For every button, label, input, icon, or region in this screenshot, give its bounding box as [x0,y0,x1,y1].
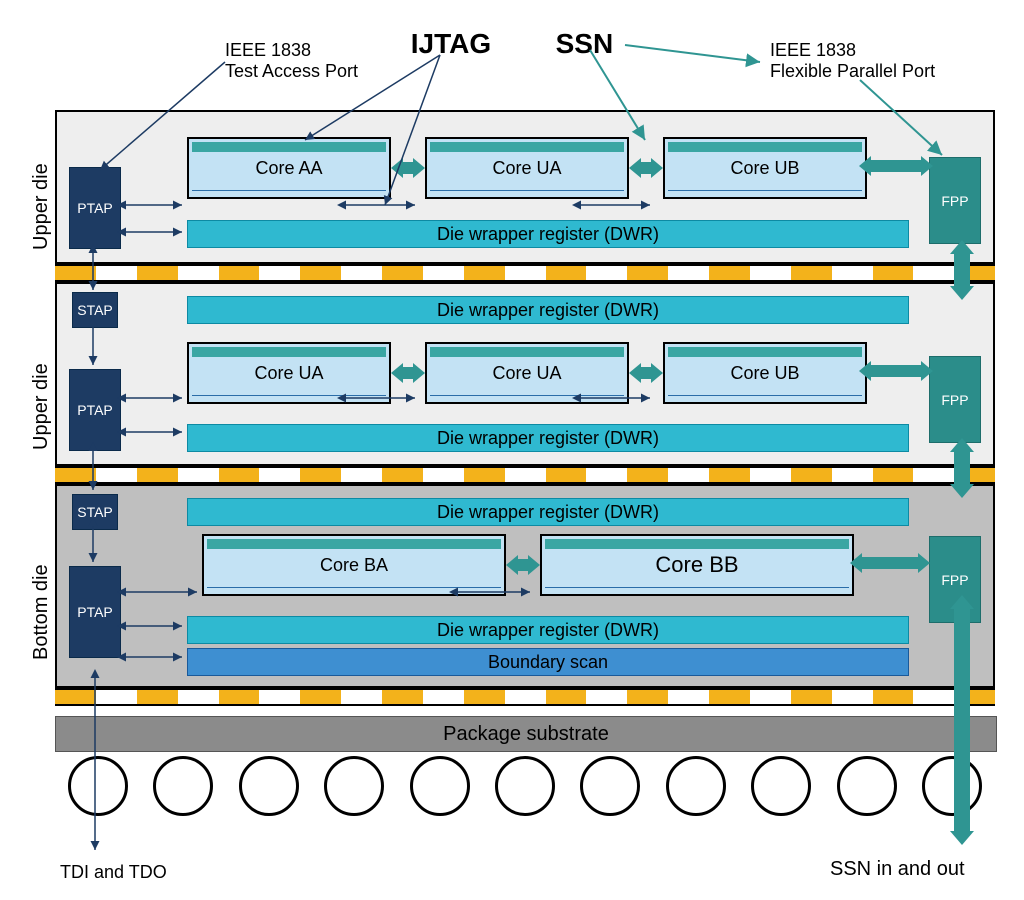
package-substrate: Package substrate [55,716,997,752]
core-ua: Core UA [187,342,391,404]
stap-block: STAP [72,292,118,328]
dwr-bar: Die wrapper register (DWR) [187,220,909,248]
ieee-tap-label: IEEE 1838 Test Access Port [225,40,358,82]
dwr-bar: Die wrapper register (DWR) [187,424,909,452]
ssn-label: SSN [556,28,614,59]
stap-block: STAP [72,494,118,530]
ijtag-label: IJTAG [411,28,491,59]
bump-row [55,264,995,282]
upper-die-2: STAP PTAP FPP Die wrapper register (DWR)… [55,282,995,466]
side-label-bottom: Bottom die [30,564,53,660]
ssn-arrow-mid2 [950,438,974,498]
ptap-block: PTAP [69,566,121,658]
core-ub: Core UB [663,342,867,404]
core-row: Core UA Core UA Core UB [187,342,867,404]
ssn-arrow-bottom [950,595,974,845]
core-row: Core BA Core BB [202,534,854,596]
ssn-arrow-mid1 [950,240,974,300]
core-ub: Core UB [663,137,867,199]
core-ua: Core UA [425,137,629,199]
core-bb: Core BB [540,534,854,596]
side-label-upper1: Upper die [30,163,53,250]
boundary-scan-bar: Boundary scan [187,648,909,676]
ieee-fpp-label: IEEE 1838 Flexible Parallel Port [770,40,935,82]
ptap-block: PTAP [69,369,121,451]
ssn-io-label: SSN in and out [830,858,965,881]
tdi-tdo-label: TDI and TDO [60,862,167,883]
fpp-block: FPP [929,356,981,443]
ptap-block: PTAP [69,167,121,249]
dies-container: PTAP FPP Core AA Core UA Core UB Die wra… [55,110,995,706]
core-fpp-arrow [859,361,933,381]
upper-die-1: PTAP FPP Core AA Core UA Core UB Die wra… [55,110,995,264]
fpp-block: FPP [929,157,981,244]
dwr-bar: Die wrapper register (DWR) [187,616,909,644]
core-fpp-arrow [859,156,933,176]
solder-balls [55,756,995,816]
core-ua: Core UA [425,342,629,404]
dwr-bar: Die wrapper register (DWR) [187,498,909,526]
core-ba: Core BA [202,534,506,596]
top-labels: IJTAG SSN IEEE 1838 Test Access Port IEE… [0,10,1024,110]
core-row: Core AA Core UA Core UB [187,137,867,199]
dwr-bar: Die wrapper register (DWR) [187,296,909,324]
side-label-upper2: Upper die [30,363,53,450]
core-aa: Core AA [187,137,391,199]
bump-row [55,466,995,484]
bottom-die: STAP PTAP FPP Die wrapper register (DWR)… [55,484,995,688]
core-fpp-arrow [850,553,930,573]
bump-row [55,688,995,706]
